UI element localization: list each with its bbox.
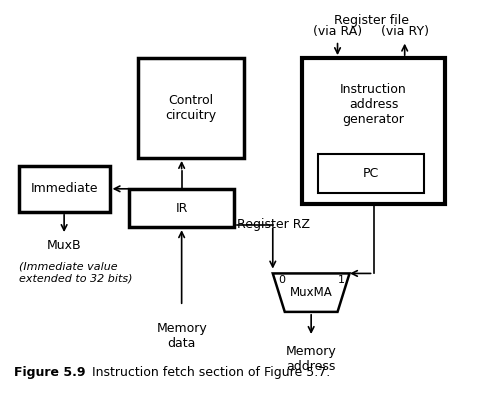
Text: Memory
address: Memory address xyxy=(286,345,337,373)
Text: 1: 1 xyxy=(337,275,345,285)
FancyBboxPatch shape xyxy=(318,154,424,193)
Text: Instruction fetch section of Figure 5.7.: Instruction fetch section of Figure 5.7. xyxy=(76,366,330,379)
FancyBboxPatch shape xyxy=(19,166,110,212)
Text: IR: IR xyxy=(176,202,188,215)
FancyBboxPatch shape xyxy=(139,58,244,158)
Text: Figure 5.9: Figure 5.9 xyxy=(14,366,85,379)
Text: Memory
data: Memory data xyxy=(156,321,207,349)
FancyBboxPatch shape xyxy=(129,189,234,227)
Text: MuxB: MuxB xyxy=(47,239,81,252)
Text: Instruction
address
generator: Instruction address generator xyxy=(340,83,407,126)
Text: PC: PC xyxy=(363,167,379,180)
Text: MuxMA: MuxMA xyxy=(290,286,332,299)
Text: Register file: Register file xyxy=(334,14,408,27)
Text: 0: 0 xyxy=(278,275,285,285)
Text: (Immediate value
extended to 32 bits): (Immediate value extended to 32 bits) xyxy=(19,262,132,283)
Text: Register RZ: Register RZ xyxy=(237,218,310,231)
Polygon shape xyxy=(273,274,349,312)
Text: Immediate: Immediate xyxy=(30,182,98,195)
FancyBboxPatch shape xyxy=(302,58,446,204)
Text: (via RA): (via RA) xyxy=(313,25,362,39)
Text: (via RY): (via RY) xyxy=(381,25,428,39)
Text: Control
circuitry: Control circuitry xyxy=(165,94,217,122)
